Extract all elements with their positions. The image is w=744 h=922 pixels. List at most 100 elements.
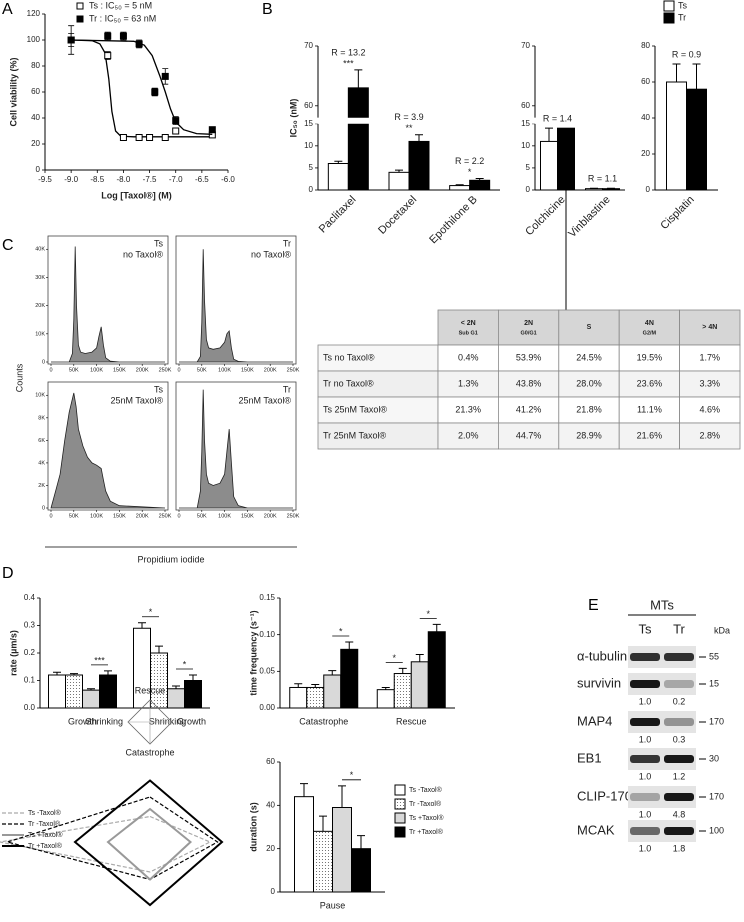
x-tick-label: Docetaxel (376, 194, 419, 237)
unit-label: kDa (714, 625, 730, 635)
table-value: 3.3% (700, 378, 721, 388)
bar (48, 674, 66, 709)
y-tick-label: 40 (641, 113, 650, 122)
blot-band (630, 827, 660, 835)
table-header-cell (679, 309, 741, 346)
y-tick-label: 20 (31, 139, 40, 148)
band-quant: 1.2 (673, 771, 686, 781)
radar-axis-label: Catastrophe (125, 747, 174, 757)
y-tick-label: 8K (38, 415, 45, 421)
x-tick-label: 250K (287, 367, 300, 373)
y-tick-label: 2K (38, 483, 45, 489)
x-tick-label: 50K (197, 513, 207, 519)
table-cell (437, 344, 499, 372)
error-bar (294, 683, 303, 688)
y-tick-label: 15 (521, 119, 530, 128)
table-header-cell (497, 309, 560, 346)
x-tick-label: 100K (218, 513, 231, 519)
annotation: R = 1.4 (543, 114, 572, 124)
bar (99, 674, 117, 709)
y-tick-label: 0.0 (24, 703, 36, 712)
bar (410, 661, 429, 709)
table-value: 2.0% (458, 430, 479, 440)
error-bar (189, 674, 197, 681)
error-bar (338, 785, 346, 808)
bar (540, 140, 558, 191)
band-quant: 0.3 (673, 734, 686, 744)
point (104, 32, 112, 40)
significance: * (392, 653, 396, 663)
error-bar (415, 653, 424, 662)
y-tick-label: 120 (27, 9, 41, 18)
histogram-subtitle: 25nM Taxol® (111, 395, 164, 405)
x-tick-label: 0 (49, 513, 52, 519)
y-tick-label: 40 (266, 800, 275, 809)
x-tick-label: Vinblastine (566, 194, 612, 240)
x-tick-label: -6.5 (195, 175, 209, 184)
table-row-label: Tr no Taxol® (323, 378, 374, 388)
histogram-area (179, 249, 293, 363)
histogram-frame (47, 235, 169, 365)
histogram-area (50, 392, 166, 509)
point (119, 32, 127, 40)
blot-row-label: EB1 (577, 750, 602, 765)
kda-label: 170 (709, 791, 724, 801)
bar (289, 686, 308, 709)
bar (585, 188, 603, 191)
x-tick-label: Shrinking (149, 716, 187, 726)
y-tick-label: 100 (27, 35, 41, 44)
kda-label: 55 (709, 651, 719, 661)
table-cell (558, 370, 620, 398)
table-header-cell (618, 309, 681, 346)
point (67, 36, 75, 44)
x-tick-label: 100K (218, 367, 231, 373)
table-value: 21.3% (455, 404, 481, 414)
legend-label: Ts -Taxol® (28, 809, 62, 817)
table-row-label: Ts no Taxol® (323, 352, 375, 362)
x-tick-label: -7.0 (169, 175, 183, 184)
x-tick-label: -8.5 (90, 175, 104, 184)
radar-axis-label: Growth (177, 716, 206, 726)
band-quant: 1.0 (639, 809, 652, 819)
blot-row-label: MAP4 (577, 713, 612, 728)
error-bar (415, 134, 423, 142)
error-bar (354, 69, 363, 88)
point (135, 134, 143, 141)
error-bar (345, 641, 354, 650)
bar (469, 179, 491, 191)
y-tick-label: 40K (35, 247, 45, 253)
table-cell (618, 422, 681, 450)
fit-curve (71, 39, 213, 135)
x-tick-label: 150K (241, 367, 254, 373)
legend-label: Ts (678, 0, 688, 10)
table-cell (558, 396, 620, 424)
x-tick-label: 150K (241, 513, 254, 519)
y-tick-label: 0.10 (259, 630, 275, 639)
blot-strip (628, 646, 696, 668)
point (135, 40, 143, 48)
significance: * (468, 167, 472, 177)
x-tick-label: 200K (136, 513, 149, 519)
x-tick-label: -8.0 (117, 175, 131, 184)
y-tick-label: 0.05 (259, 666, 275, 675)
table-value: 21.6% (637, 430, 663, 440)
table-value: 21.8% (576, 404, 602, 414)
x-tick-label: 200K (136, 367, 149, 373)
bar (150, 652, 168, 709)
x-tick-label: 50K (69, 513, 79, 519)
legend-swatch (394, 826, 406, 838)
histogram-frame (175, 235, 297, 365)
significance: *** (343, 58, 354, 68)
kda-label: 170 (709, 716, 724, 726)
bar (167, 688, 185, 709)
point (161, 72, 169, 80)
error-bar (138, 622, 146, 629)
y-tick-label: 10 (304, 141, 313, 150)
y-axis-label: rate (µm/s) (8, 630, 18, 676)
point (161, 134, 169, 141)
table-value: 28.0% (576, 378, 602, 388)
table-value: 43.8% (516, 378, 542, 388)
y-tick-label: 40 (31, 113, 40, 122)
table-value: 19.5% (637, 352, 663, 362)
error-bar (692, 63, 701, 90)
